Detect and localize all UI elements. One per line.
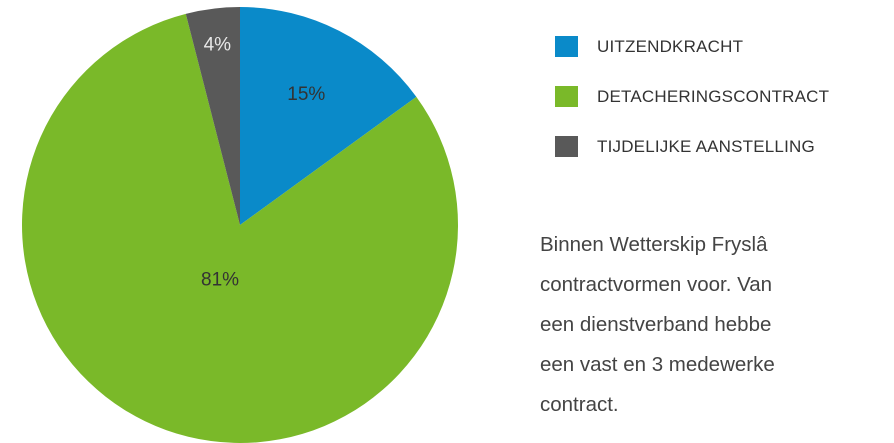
text-line: een dienstverband hebbe [540,313,772,336]
legend-label: TIJDELIJKE AANSTELLING [597,136,815,156]
pie-slice [21,13,458,443]
text-line: Binnen Wetterskip Fryslâ [540,233,768,256]
legend-item: UITZENDKRACHT [555,34,829,59]
legend: UITZENDKRACHT DETACHERINGSCONTRACT TIJDELI… [555,34,829,184]
slice-label: 81% [201,269,239,290]
legend-swatch [555,36,578,57]
pie-slice [240,7,417,225]
legend-swatch [555,86,578,107]
legend-item: TIJDELIJKE AANSTELLING [555,134,829,159]
pie-slice [185,7,240,225]
slice-label: 4% [204,35,232,56]
legend-item: DETACHERINGSCONTRACT [555,84,829,109]
legend-label: UITZENDKRACHT [597,36,744,56]
text-line: contract. [540,393,619,416]
legend-swatch [555,136,578,157]
slice-label: 15% [287,84,325,105]
legend-label: DETACHERINGSCONTRACT [597,86,830,106]
text-line: contractvormen voor. Van [540,273,773,296]
paragraph: Binnen Wetterskip Fryslâ contractvormen v… [540,225,894,425]
text-line: een vast en 3 medewerke [540,353,775,376]
pie-chart: 15% 81% 4% [21,7,458,443]
